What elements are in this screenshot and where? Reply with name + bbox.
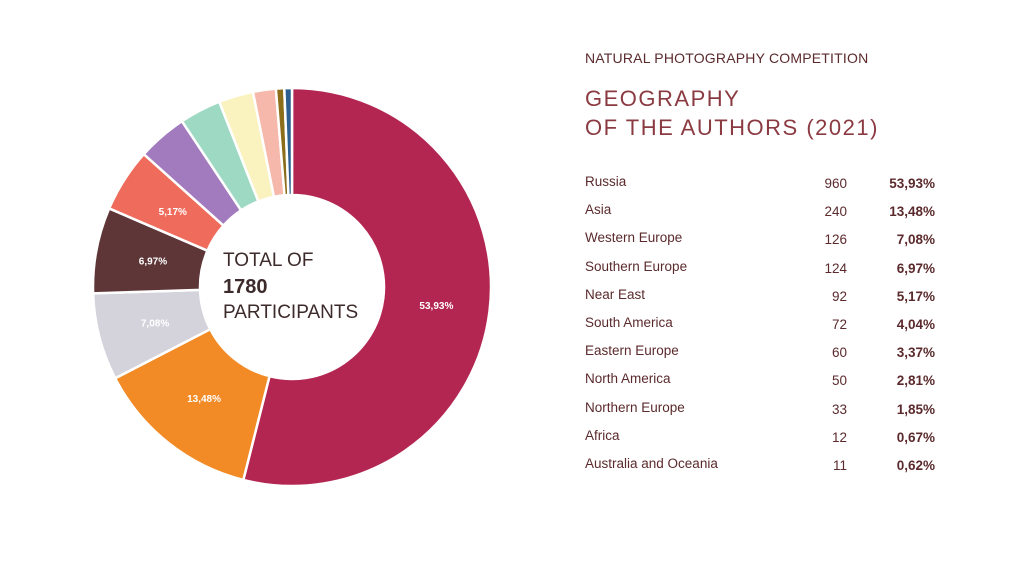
- legend-count: 126: [824, 232, 847, 248]
- legend-row: South America 72 4,04%: [585, 315, 935, 343]
- legend-region-name: Southern Europe: [585, 258, 688, 274]
- legend-table: Russia 960 53,93% Asia 240 13,48% Western Euro…: [585, 174, 935, 484]
- legend-row: Asia 240 13,48%: [585, 202, 935, 230]
- legend-region-name: Northern Europe: [585, 399, 685, 415]
- slice-russia: [241, 86, 493, 488]
- center-line-3: PARTICIPANTS: [223, 302, 359, 323]
- legend-row: Eastern Europe 60 3,37%: [585, 343, 935, 371]
- legend-count: 72: [831, 316, 847, 332]
- legend-percent: 2,81%: [896, 373, 935, 389]
- slice-label-russia: 53,93%: [419, 301, 453, 312]
- legend-row: Near East 92 5,17%: [585, 287, 935, 315]
- legend-count: 50: [831, 373, 847, 389]
- legend-count: 960: [824, 176, 847, 191]
- slice-label-western-europe: 7,08%: [141, 319, 169, 330]
- legend-region-name: South America: [585, 314, 673, 330]
- legend-count: 33: [831, 401, 847, 417]
- legend-count: 92: [831, 288, 847, 304]
- slice-asia: [113, 327, 272, 482]
- legend-count: 12: [831, 429, 847, 445]
- legend-region-name: Russia: [585, 174, 627, 189]
- legend-row: Western Europe 126 7,08%: [585, 230, 935, 258]
- legend-count: 124: [824, 260, 847, 276]
- legend-percent: 1,85%: [896, 401, 935, 417]
- legend-percent: 7,08%: [896, 232, 935, 248]
- center-total-number: 1780: [223, 276, 268, 298]
- legend-region-name: Near East: [585, 286, 646, 302]
- legend-percent: 4,04%: [896, 316, 935, 332]
- slice-australia-and-oceania: [282, 86, 294, 197]
- legend-percent: 13,48%: [889, 204, 935, 220]
- slice-label-southern-europe: 6,97%: [139, 257, 167, 268]
- legend-count: 240: [824, 204, 847, 220]
- center-total-label: TOTAL OF 1780 PARTICIPANTS: [223, 248, 358, 326]
- legend-region-name: Eastern Europe: [585, 343, 679, 359]
- legend-row: Africa 12 0,67%: [585, 428, 935, 456]
- legend-row: Northern Europe 33 1,85%: [585, 400, 935, 428]
- legend-region-name: Asia: [585, 202, 612, 218]
- slice-label-near-east: 5,17%: [159, 207, 187, 218]
- legend-percent: 0,62%: [896, 457, 935, 473]
- legend-region-name: Africa: [585, 427, 620, 443]
- legend-percent: 0,67%: [896, 429, 935, 445]
- legend-row: Southern Europe 124 6,97%: [585, 259, 935, 287]
- donut-chart-area: 53,93% 13,48% 7,08% 6,97% 5,17% TOTAL OF 178…: [91, 86, 493, 488]
- legend-region-name: Western Europe: [585, 230, 683, 246]
- legend-row: North America 50 2,81%: [585, 371, 935, 399]
- title-line-2: OF THE AUTHORS (2021): [585, 115, 879, 140]
- competition-subtitle: NATURAL PHOTOGRAPHY COMPETITION: [585, 50, 869, 66]
- chart-title: GEOGRAPHY OF THE AUTHORS (2021): [585, 84, 879, 142]
- legend-percent: 53,93%: [889, 176, 935, 191]
- legend-percent: 6,97%: [896, 260, 935, 276]
- info-panel: NATURAL PHOTOGRAPHY COMPETITION GEOGRAPH…: [585, 0, 945, 576]
- legend-percent: 5,17%: [896, 288, 935, 304]
- legend-row: Russia 960 53,93%: [585, 174, 935, 202]
- legend-percent: 3,37%: [896, 345, 935, 361]
- legend-count: 60: [831, 345, 847, 361]
- legend-region-name: North America: [585, 371, 671, 387]
- legend-region-name: Australia and Oceania: [585, 455, 718, 471]
- center-line-1: TOTAL OF: [223, 250, 314, 271]
- slice-label-asia: 13,48%: [187, 394, 221, 405]
- legend-count: 11: [832, 457, 847, 473]
- donut-chart: 53,93% 13,48% 7,08% 6,97% 5,17%: [91, 86, 493, 488]
- legend-row: Australia and Oceania 11 0,62%: [585, 456, 935, 484]
- title-line-1: GEOGRAPHY: [585, 86, 741, 111]
